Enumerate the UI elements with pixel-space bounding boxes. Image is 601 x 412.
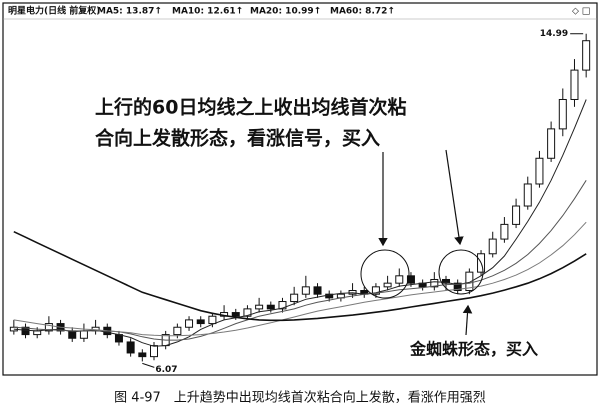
legend-entry: MA60: 8.72↑ bbox=[330, 7, 395, 17]
arrow bbox=[462, 304, 473, 336]
candle-body bbox=[173, 326, 182, 336]
candle-body bbox=[582, 40, 591, 71]
candle-body bbox=[278, 301, 287, 310]
candle-body bbox=[395, 275, 404, 284]
ma-line bbox=[13, 230, 587, 322]
highlight-circle bbox=[438, 249, 484, 295]
candle-body bbox=[453, 282, 462, 292]
candle-body bbox=[558, 98, 567, 130]
ma-line bbox=[13, 99, 587, 347]
candle-body bbox=[150, 345, 158, 358]
low-label: 6.07 bbox=[155, 365, 177, 375]
candle-body bbox=[208, 315, 217, 325]
icon: ◇ □ bbox=[572, 7, 590, 17]
candle-body bbox=[33, 330, 42, 336]
chart-title: 明星电力(日线 前复权) bbox=[8, 5, 100, 17]
legend-entry: MA5: 13.87↑ bbox=[97, 7, 162, 17]
candle-body bbox=[21, 326, 30, 336]
annotation: 上行的60日均线之上收出均线首次粘 bbox=[95, 96, 406, 119]
candle-body bbox=[523, 183, 532, 207]
candle-body bbox=[126, 341, 135, 354]
candle-body bbox=[185, 319, 194, 328]
candle-body bbox=[547, 128, 556, 159]
candle-body bbox=[430, 278, 439, 288]
candle-body bbox=[138, 352, 147, 358]
candle-body bbox=[512, 205, 521, 225]
candle-body bbox=[196, 319, 205, 325]
candle-body bbox=[243, 308, 252, 317]
candle-body bbox=[313, 286, 322, 295]
candle-body bbox=[231, 312, 240, 317]
annotation: 金蜘蛛形态，买入 bbox=[409, 340, 538, 359]
legend-entry: MA20: 10.99↑ bbox=[250, 7, 321, 17]
low-marker bbox=[142, 362, 155, 368]
candle-body bbox=[301, 286, 310, 295]
candle-body bbox=[488, 238, 497, 255]
candle-body bbox=[255, 304, 264, 310]
candle-body bbox=[570, 69, 579, 100]
candle-body bbox=[290, 293, 299, 303]
candle-body bbox=[266, 304, 275, 310]
high-label: 14.99 bbox=[540, 29, 568, 39]
candle-body bbox=[442, 278, 450, 284]
candle-body bbox=[535, 157, 544, 185]
candle-body bbox=[44, 323, 53, 332]
candle-body bbox=[79, 330, 88, 339]
caption: 图 4-97 上升趋势中出现均线首次粘合向上发散，看涨作用强烈 bbox=[114, 390, 486, 406]
annotation: 合向上发散形态，看涨信号，买入 bbox=[95, 127, 380, 150]
chart-frame bbox=[2, 2, 598, 376]
highlight-circle bbox=[360, 249, 410, 299]
legend-entry: MA10: 12.61↑ bbox=[172, 7, 243, 17]
candle-body bbox=[500, 223, 509, 240]
candle-body bbox=[383, 282, 392, 288]
plot: 14.99 6.07 bbox=[9, 29, 591, 375]
candle-body bbox=[406, 275, 415, 284]
ma-line bbox=[13, 221, 587, 337]
candle-body bbox=[465, 271, 474, 292]
candle-body bbox=[371, 286, 380, 295]
arrow bbox=[445, 149, 464, 246]
